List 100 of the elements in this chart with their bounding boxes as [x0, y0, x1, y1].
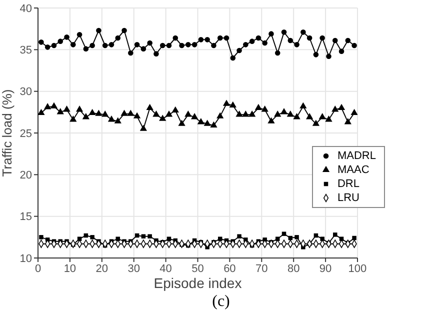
point [140, 124, 147, 131]
point [160, 42, 166, 48]
point [166, 240, 172, 248]
y-tick-label: 40 [20, 2, 32, 15]
point [256, 35, 262, 41]
point [217, 35, 223, 41]
point [76, 106, 84, 112]
point [38, 108, 45, 116]
point [152, 110, 160, 117]
point [243, 42, 248, 48]
point [333, 232, 338, 237]
point [345, 38, 351, 44]
point [147, 40, 152, 46]
point [254, 104, 262, 110]
y-tick-label: 10 [20, 252, 32, 265]
point [320, 236, 324, 241]
point [179, 42, 184, 48]
point [286, 110, 294, 117]
point [313, 52, 319, 58]
x-tick-label: 20 [96, 262, 108, 275]
point [282, 232, 286, 236]
point [122, 28, 127, 34]
x-tick-label: 0 [34, 262, 42, 275]
point [204, 37, 210, 42]
point [88, 108, 96, 116]
point [108, 42, 114, 48]
point [90, 42, 95, 48]
point [325, 116, 332, 122]
point [166, 42, 172, 48]
point [198, 37, 204, 42]
legend-label: LRU [337, 191, 360, 205]
point [134, 42, 140, 48]
legend-label: DRL [337, 177, 360, 191]
point [50, 102, 58, 108]
point [229, 101, 236, 108]
point [114, 117, 122, 124]
point [318, 113, 326, 120]
legend-label: MADRL [337, 149, 376, 163]
point [236, 110, 243, 117]
text: (c) [211, 293, 231, 311]
y-tick-label: 35 [20, 44, 32, 57]
point [352, 236, 356, 240]
point [44, 44, 50, 50]
point [190, 113, 198, 120]
point [83, 46, 89, 52]
point [218, 236, 222, 241]
point [154, 51, 159, 56]
point [70, 116, 77, 122]
y-axis-title: Traffic load (%) [0, 89, 14, 177]
point [210, 121, 218, 128]
point [178, 120, 186, 126]
point [338, 48, 344, 54]
point [261, 106, 268, 112]
point [293, 113, 300, 120]
point [204, 120, 211, 126]
point [222, 100, 230, 106]
x-tick-label: 40 [160, 262, 172, 275]
y-tick-label: 25 [20, 128, 32, 140]
point [120, 110, 128, 116]
point [248, 110, 256, 117]
point [350, 108, 358, 116]
point [224, 35, 230, 41]
point [300, 102, 307, 108]
x-tick-label: 50 [192, 262, 204, 275]
point [300, 30, 306, 35]
point [320, 35, 325, 41]
point [172, 106, 179, 113]
point [90, 235, 94, 240]
point [115, 35, 121, 41]
point [56, 108, 64, 114]
point [280, 108, 288, 114]
point [332, 38, 338, 44]
point [102, 42, 108, 48]
point [294, 42, 300, 48]
point [197, 118, 204, 124]
x-tick-label: 60 [224, 262, 236, 275]
point [326, 54, 332, 59]
point [77, 236, 82, 241]
point [312, 120, 320, 126]
point [39, 235, 44, 240]
x-tick-label: 10 [64, 262, 76, 275]
point [306, 35, 312, 41]
point [51, 42, 57, 48]
point [44, 103, 52, 110]
point [338, 104, 346, 110]
point [134, 240, 140, 248]
x-tick-label: 70 [256, 262, 268, 275]
point [70, 42, 76, 48]
point [306, 113, 314, 120]
point [146, 104, 154, 110]
point [262, 40, 268, 46]
point [230, 55, 236, 61]
point [140, 46, 146, 52]
point [58, 38, 64, 44]
point [352, 42, 357, 48]
point [64, 34, 70, 40]
point [338, 240, 344, 248]
point [172, 35, 178, 41]
y-tick-label: 15 [20, 211, 32, 224]
point [148, 234, 152, 238]
